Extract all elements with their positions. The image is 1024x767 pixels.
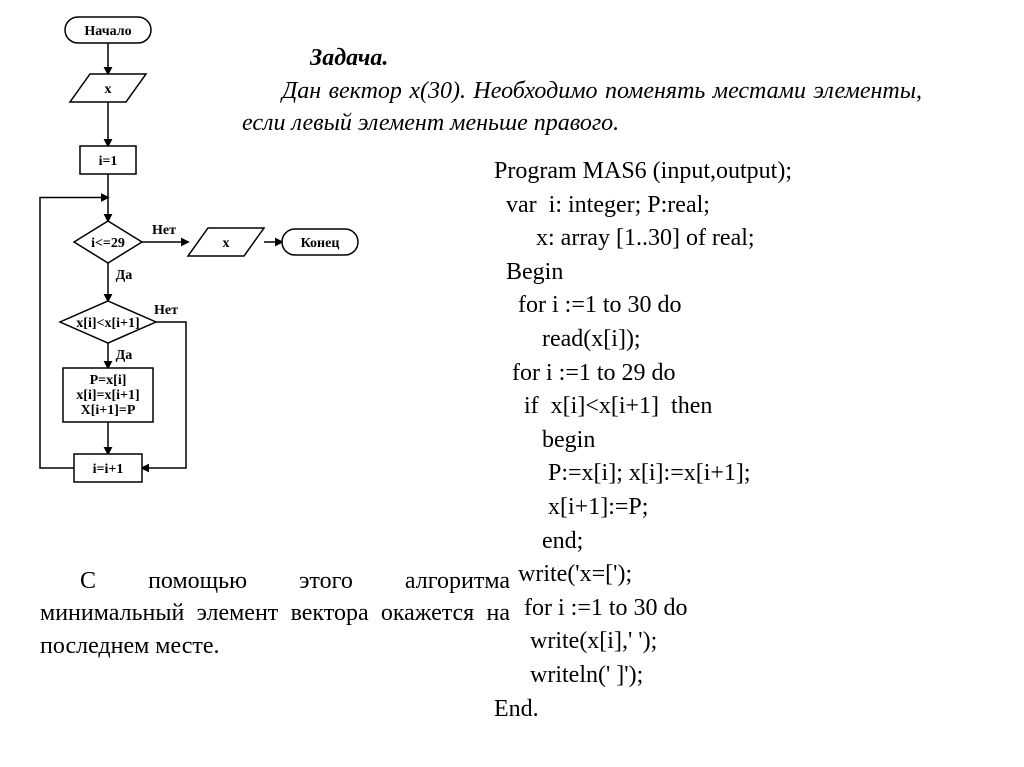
svg-text:Начало: Начало [84,24,131,39]
page-container: Нет Да Да Нет Начало x i=1 i<=29 x[i]<x[i+1] P=x[… [0,0,1024,767]
svg-text:i=i+1: i=i+1 [93,462,124,477]
svg-text:i=1: i=1 [99,154,118,169]
svg-text:Конец: Конец [301,236,340,251]
svg-text:x[i]<x[i+1]: x[i]<x[i+1] [76,316,139,331]
svg-text:P=x[i]: P=x[i] [90,373,127,388]
svg-text:i<=29: i<=29 [91,236,125,251]
task-description: Дан вектор x(30). Необходимо поменять ме… [242,75,922,140]
svg-text:Да: Да [116,268,133,283]
svg-text:x: x [223,236,230,251]
svg-text:x: x [105,82,112,97]
svg-text:X[i+1]=P: X[i+1]=P [81,403,136,418]
bottom-paragraph: С помощью этого алгоритма минимальный эл… [40,565,510,662]
task-title: Задача. [310,42,388,74]
svg-text:Нет: Нет [152,223,176,238]
pascal-code: Program MAS6 (input,output); var i: inte… [494,155,792,726]
svg-text:x[i]=x[i+1]: x[i]=x[i+1] [76,388,139,403]
svg-text:Нет: Нет [154,303,178,318]
svg-text:Да: Да [116,348,133,363]
